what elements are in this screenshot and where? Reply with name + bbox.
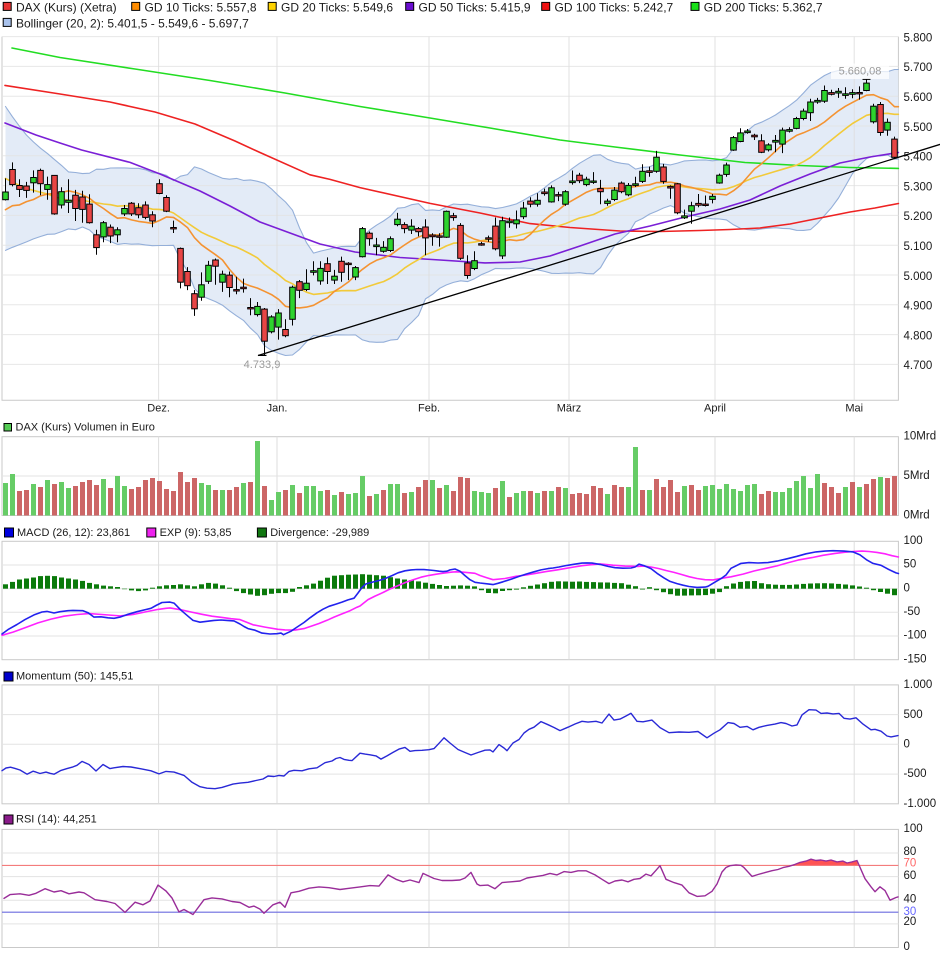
svg-text:5.300: 5.300 <box>904 181 933 193</box>
svg-text:5.400: 5.400 <box>904 152 933 164</box>
svg-text:5.800: 5.800 <box>904 32 933 44</box>
svg-text:10Mrd: 10Mrd <box>904 431 937 443</box>
svg-text:100: 100 <box>904 823 923 835</box>
svg-text:60: 60 <box>904 870 917 882</box>
svg-text:DAX (Kurs) (Xetra): DAX (Kurs) (Xetra) <box>16 1 117 15</box>
svg-text:Divergence: -29,989: Divergence: -29,989 <box>270 527 369 539</box>
svg-text:4.700: 4.700 <box>904 360 933 372</box>
svg-text:DAX (Kurs) Volumen in Euro: DAX (Kurs) Volumen in Euro <box>16 421 155 433</box>
svg-text:GD 50 Ticks: 5.415,9: GD 50 Ticks: 5.415,9 <box>419 1 531 15</box>
svg-text:4.800: 4.800 <box>904 330 933 342</box>
svg-text:RSI (14): 44,251: RSI (14): 44,251 <box>16 813 97 825</box>
svg-text:5.660,08: 5.660,08 <box>839 66 882 78</box>
svg-text:-150: -150 <box>904 653 927 665</box>
svg-text:50: 50 <box>904 559 917 571</box>
svg-text:Mai: Mai <box>845 403 863 415</box>
svg-text:-50: -50 <box>904 606 921 618</box>
svg-text:0: 0 <box>904 739 910 751</box>
svg-text:20: 20 <box>904 916 917 928</box>
svg-text:April: April <box>704 403 726 415</box>
svg-text:Bollinger (20, 2): 5.401,5 - 5: Bollinger (20, 2): 5.401,5 - 5.549,6 - 5… <box>16 17 249 31</box>
svg-text:100: 100 <box>904 535 923 547</box>
svg-text:40: 40 <box>904 893 917 905</box>
svg-text:80: 80 <box>904 846 917 858</box>
svg-text:März: März <box>557 403 581 415</box>
svg-text:5.000: 5.000 <box>904 271 933 283</box>
svg-text:GD 200 Ticks: 5.362,7: GD 200 Ticks: 5.362,7 <box>704 1 823 15</box>
svg-text:Momentum (50): 145,51: Momentum (50): 145,51 <box>16 670 133 682</box>
svg-text:5Mrd: 5Mrd <box>904 470 930 482</box>
svg-text:GD 10 Ticks: 5.557,8: GD 10 Ticks: 5.557,8 <box>145 1 257 15</box>
svg-text:-500: -500 <box>904 768 927 780</box>
svg-text:4.900: 4.900 <box>904 301 933 313</box>
svg-text:Jan.: Jan. <box>267 403 288 415</box>
svg-text:GD 20 Ticks: 5.549,6: GD 20 Ticks: 5.549,6 <box>281 1 393 15</box>
svg-text:0Mrd: 0Mrd <box>904 509 930 521</box>
svg-text:70: 70 <box>904 858 917 870</box>
svg-text:1.000: 1.000 <box>904 679 933 691</box>
svg-text:-100: -100 <box>904 630 927 642</box>
svg-text:500: 500 <box>904 709 923 721</box>
svg-text:GD 100 Ticks: 5.242,7: GD 100 Ticks: 5.242,7 <box>555 1 674 15</box>
svg-text:0: 0 <box>904 582 910 594</box>
svg-text:5.600: 5.600 <box>904 92 933 104</box>
svg-text:4.733,9: 4.733,9 <box>244 359 281 371</box>
svg-text:-1.000: -1.000 <box>904 798 937 810</box>
svg-text:30: 30 <box>904 906 917 918</box>
svg-text:Dez.: Dez. <box>147 403 170 415</box>
svg-text:5.200: 5.200 <box>904 211 933 223</box>
svg-text:5.700: 5.700 <box>904 62 933 74</box>
svg-text:EXP (9): 53,85: EXP (9): 53,85 <box>160 527 232 539</box>
svg-text:Feb.: Feb. <box>418 403 440 415</box>
svg-text:MACD (26, 12): 23,861: MACD (26, 12): 23,861 <box>17 527 130 539</box>
svg-text:5.100: 5.100 <box>904 241 933 253</box>
svg-text:0: 0 <box>904 941 910 953</box>
svg-text:5.500: 5.500 <box>904 122 933 134</box>
